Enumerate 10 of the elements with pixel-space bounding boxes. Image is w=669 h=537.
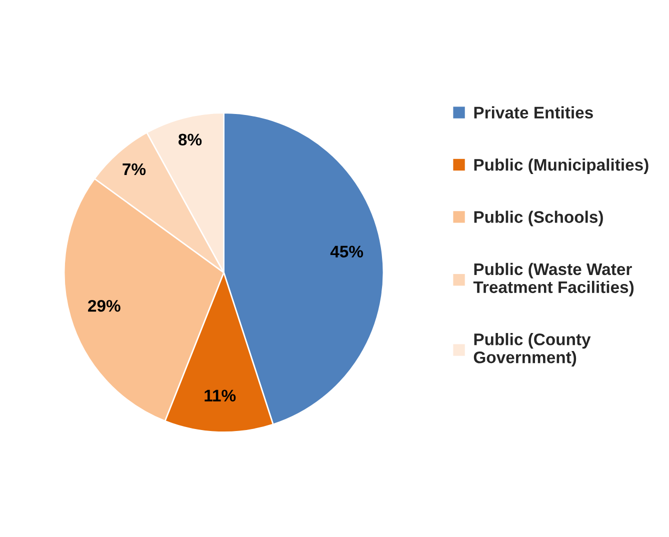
legend-label: Public (Municipalities): [474, 158, 648, 174]
legend-label: Private Entities: [474, 106, 593, 119]
data-label: 29%: [88, 300, 120, 312]
data-label: 45%: [330, 246, 364, 258]
legend-label: Public (County Government): [474, 333, 591, 367]
data-label: 7%: [122, 163, 146, 176]
data-label: 8%: [178, 134, 202, 146]
legend-label: Public (Schools): [474, 210, 603, 226]
legend-label: Public (Waste Water Treatment Facilities): [473, 262, 634, 296]
data-label: 11%: [204, 390, 236, 402]
